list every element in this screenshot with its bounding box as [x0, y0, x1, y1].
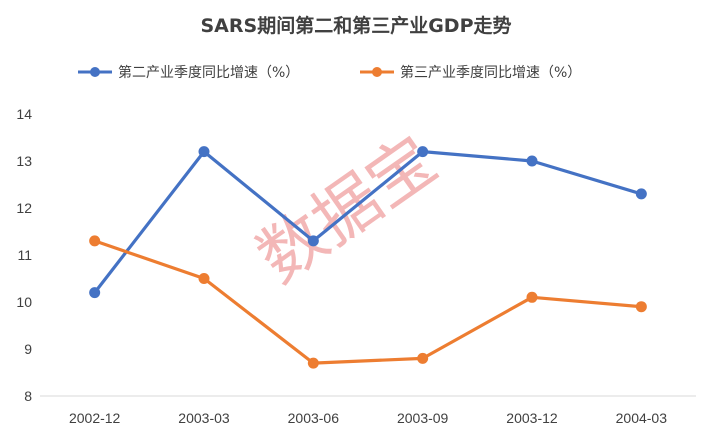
- y-tick-label: 8: [24, 388, 32, 404]
- data-point-tertiary: [307, 357, 319, 369]
- y-tick-label: 14: [16, 106, 32, 122]
- legend-label-tertiary: 第三产业季度同比增速（%）: [400, 64, 581, 81]
- y-tick-label: 10: [16, 294, 32, 310]
- y-tick-label: 12: [16, 200, 32, 216]
- data-point-secondary: [635, 188, 647, 200]
- x-axis: 2002-12 2003-03 2003-06 2003-09 2003-12 2004-…: [69, 410, 667, 426]
- chart-title: SARS期间第二和第三产业GDP走势: [201, 14, 512, 37]
- data-point-tertiary: [635, 301, 647, 313]
- x-tick-label: 2003-12: [506, 410, 558, 426]
- y-tick-label: 13: [16, 153, 32, 169]
- x-tick-label: 2004-03: [616, 410, 668, 426]
- y-tick-label: 9: [24, 341, 32, 357]
- data-point-tertiary: [89, 235, 101, 247]
- data-point-tertiary: [526, 291, 538, 303]
- legend-label-secondary: 第二产业季度同比增速（%）: [118, 64, 299, 81]
- x-tick-label: 2003-09: [397, 410, 449, 426]
- legend: 第二产业季度同比增速（%） 第三产业季度同比增速（%）: [78, 64, 581, 81]
- data-point-secondary: [417, 146, 429, 158]
- x-tick-label: 2002-12: [69, 410, 121, 426]
- data-point-tertiary: [417, 352, 429, 364]
- series-layer: [89, 146, 647, 369]
- legend-item-secondary: 第二产业季度同比增速（%）: [78, 64, 299, 81]
- series-line-secondary: [93, 150, 643, 295]
- series-line-tertiary: [93, 239, 643, 365]
- data-point-secondary: [198, 146, 210, 158]
- data-point-secondary: [89, 287, 101, 299]
- legend-item-tertiary: 第三产业季度同比增速（%）: [360, 64, 581, 81]
- legend-marker-tertiary: [372, 67, 382, 77]
- data-point-tertiary: [198, 273, 210, 284]
- data-point-secondary: [526, 155, 538, 167]
- legend-marker-secondary: [90, 67, 100, 77]
- x-tick-label: 2003-03: [178, 410, 230, 426]
- y-tick-label: 11: [17, 247, 32, 263]
- x-tick-label: 2003-06: [288, 410, 340, 426]
- y-axis: 8 9 10 11 12 13 14: [16, 106, 32, 404]
- data-point-secondary: [307, 235, 319, 247]
